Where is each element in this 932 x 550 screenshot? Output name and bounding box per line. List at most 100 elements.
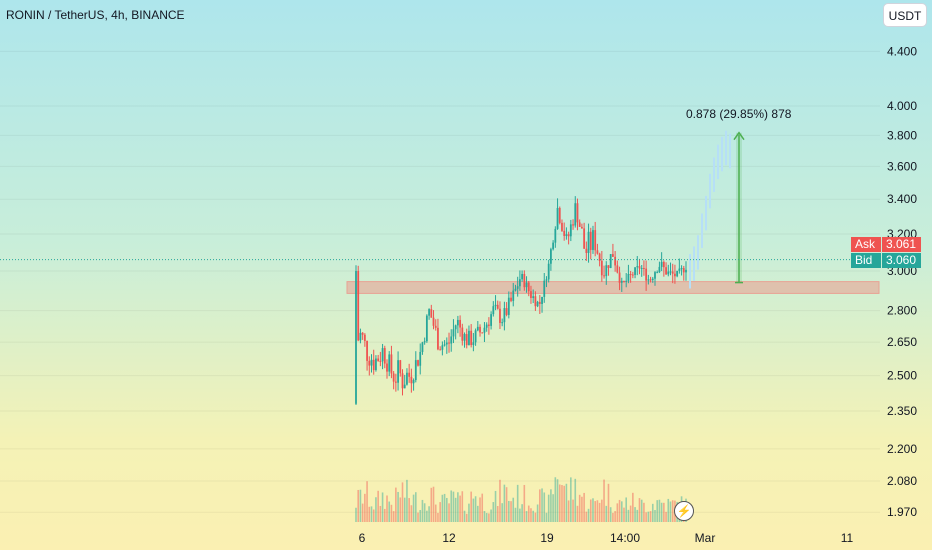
candle-body bbox=[671, 271, 674, 274]
volume-bar bbox=[547, 494, 550, 522]
time-axis[interactable]: 6 12 19 14:00 Mar 11 bbox=[359, 531, 854, 545]
volume-bar bbox=[454, 497, 457, 522]
volume-bar bbox=[474, 496, 477, 522]
symbol-title[interactable]: RONIN / TetherUS, 4h, BINANCE bbox=[6, 8, 185, 22]
candle-body bbox=[397, 360, 399, 383]
price-tick-label: 2.350 bbox=[887, 404, 917, 418]
candle-body bbox=[459, 319, 461, 328]
volume-bar bbox=[470, 491, 472, 522]
lightning-icon[interactable]: ⚡ bbox=[674, 501, 694, 521]
volume-bar bbox=[527, 505, 530, 522]
volume-bar bbox=[426, 510, 428, 522]
volume-bar bbox=[499, 479, 501, 522]
volume-bar bbox=[401, 482, 404, 522]
volume-bar bbox=[563, 485, 565, 522]
volume-bar bbox=[530, 508, 532, 522]
candle-body bbox=[629, 274, 632, 276]
candle-body bbox=[649, 279, 652, 281]
candle-body bbox=[598, 253, 601, 261]
candle-body bbox=[541, 296, 543, 304]
price-axis[interactable]: 4.4004.0003.8003.6003.4003.2003.0002.800… bbox=[887, 44, 917, 519]
volume-bar bbox=[390, 504, 393, 522]
volume-bar bbox=[359, 489, 362, 522]
volume-bar bbox=[647, 511, 650, 522]
volume-bar bbox=[381, 492, 384, 522]
candles[interactable] bbox=[355, 196, 687, 405]
candle-body bbox=[620, 280, 623, 283]
support-zone-rect bbox=[346, 281, 880, 294]
candle-body bbox=[612, 254, 614, 257]
candle-body bbox=[399, 360, 402, 374]
time-tick-label: 19 bbox=[540, 531, 554, 545]
volume-bar bbox=[658, 499, 661, 522]
candle-body bbox=[674, 273, 676, 277]
volume-bar bbox=[589, 499, 592, 522]
volume-bar bbox=[576, 505, 579, 522]
projection-bar bbox=[709, 173, 711, 209]
candle-body bbox=[545, 279, 548, 281]
candle-body bbox=[379, 360, 382, 362]
candle-body bbox=[634, 267, 636, 275]
candle-body bbox=[682, 268, 685, 273]
volume-bar bbox=[461, 491, 464, 522]
candle-body bbox=[465, 334, 468, 346]
candle-body bbox=[483, 327, 486, 333]
candle-body bbox=[521, 273, 524, 280]
candle-body bbox=[536, 301, 539, 307]
volume-bar bbox=[627, 509, 630, 522]
volume-bar bbox=[399, 497, 402, 522]
volume-bar bbox=[432, 486, 435, 522]
candle-body bbox=[437, 327, 439, 350]
volume-bar bbox=[406, 479, 408, 522]
ask-price: 3.061 bbox=[882, 237, 921, 252]
volume-bar bbox=[452, 491, 455, 522]
volume-bar bbox=[554, 477, 557, 522]
volume-bar bbox=[372, 509, 375, 522]
projection-bar bbox=[693, 246, 695, 281]
candle-body bbox=[505, 308, 508, 315]
candle-body bbox=[414, 360, 417, 381]
price-tick-label: 4.400 bbox=[887, 44, 917, 58]
candle-body bbox=[572, 224, 574, 226]
volume-bar bbox=[578, 494, 581, 522]
ask-label: Ask bbox=[851, 237, 881, 252]
candle-body bbox=[616, 265, 619, 273]
candle-body bbox=[439, 349, 442, 351]
candle-body bbox=[534, 296, 537, 307]
support-zone[interactable] bbox=[346, 281, 880, 294]
candle-body bbox=[461, 327, 464, 341]
candle-body bbox=[660, 261, 663, 267]
projection-bar bbox=[717, 144, 719, 180]
measure-arrow[interactable] bbox=[733, 131, 745, 284]
candle-body bbox=[678, 268, 681, 271]
volume-bar bbox=[521, 504, 523, 522]
candle-body bbox=[643, 268, 645, 270]
candle-body bbox=[417, 360, 419, 366]
volume-bar bbox=[430, 487, 433, 522]
candle-body bbox=[631, 274, 634, 276]
volume-bar bbox=[654, 510, 656, 522]
candle-body bbox=[563, 230, 566, 236]
candle-body bbox=[565, 234, 568, 236]
volume-bar bbox=[510, 501, 512, 522]
volume-bar bbox=[643, 502, 645, 522]
volume-bar bbox=[581, 496, 583, 522]
volume-bar bbox=[492, 502, 495, 522]
candle-body bbox=[662, 261, 665, 268]
candle-body bbox=[368, 360, 371, 366]
currency-button[interactable]: USDT bbox=[883, 3, 927, 27]
volume-bar bbox=[585, 511, 588, 522]
candle-body bbox=[645, 268, 648, 281]
candle-body bbox=[607, 265, 610, 268]
volume-bar bbox=[603, 479, 605, 522]
volume-bar bbox=[496, 505, 499, 522]
volume-bar bbox=[592, 498, 594, 522]
projection-bars[interactable] bbox=[689, 130, 731, 289]
volume-bar bbox=[667, 498, 670, 522]
candle-body bbox=[372, 359, 375, 371]
volume-bar bbox=[601, 499, 603, 522]
volume-bar bbox=[651, 503, 654, 522]
volume-bar bbox=[558, 484, 561, 522]
candle-body bbox=[412, 380, 415, 384]
